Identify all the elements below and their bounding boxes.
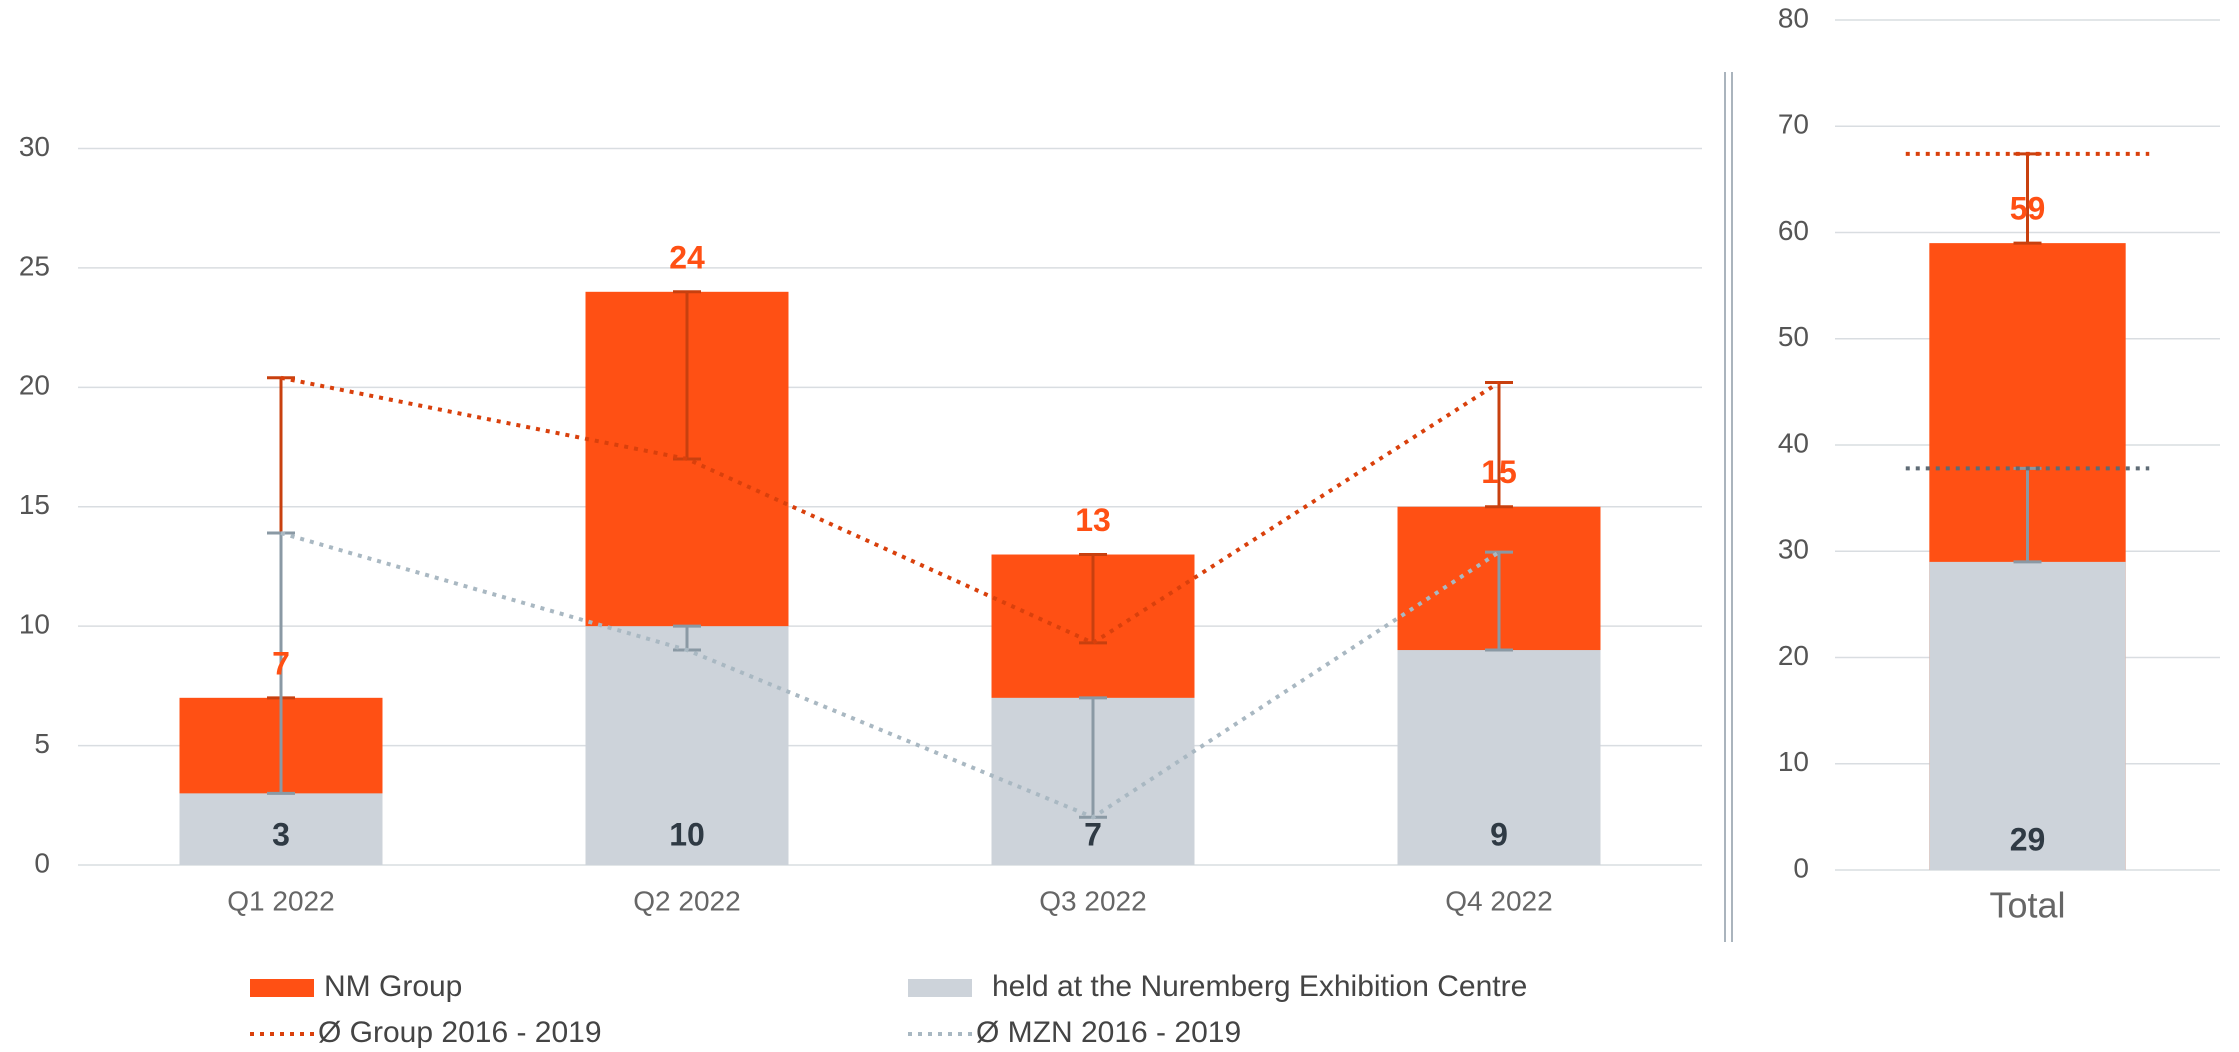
y-tick-label: 70	[1778, 109, 1809, 140]
data-label: 7	[272, 645, 290, 681]
y-tick-label: 10	[1778, 746, 1809, 777]
data-label: 24	[669, 239, 705, 275]
x-tick-label: Total	[1989, 885, 2065, 926]
y-tick-label: 80	[1778, 2, 1809, 33]
data-label: 29	[2010, 821, 2046, 857]
y-tick-label: 20	[19, 370, 50, 401]
x-tick-label: Q2 2022	[633, 885, 740, 916]
data-label: 7	[1084, 816, 1102, 852]
y-tick-label: 10	[19, 609, 50, 640]
legend-swatch	[908, 979, 972, 997]
average-line	[280, 531, 1501, 820]
data-label: 15	[1481, 454, 1517, 490]
legend-label: Ø MZN 2016 - 2019	[976, 1016, 1241, 1049]
legend-label: NM Group	[324, 970, 462, 1003]
data-label: 59	[2010, 191, 2046, 227]
y-tick-label: 25	[19, 250, 50, 281]
data-label: 10	[669, 816, 705, 852]
y-tick-label: 0	[1793, 852, 1809, 883]
data-label: 3	[272, 816, 290, 852]
bar	[179, 793, 383, 865]
y-tick-label: 15	[19, 489, 50, 520]
x-tick-label: Q3 2022	[1039, 885, 1146, 916]
y-tick-label: 0	[34, 847, 50, 878]
y-tick-label: 30	[19, 131, 50, 162]
x-tick-label: Q4 2022	[1445, 885, 1552, 916]
y-tick-label: 30	[1778, 534, 1809, 565]
data-label: 9	[1490, 816, 1508, 852]
bar	[585, 626, 789, 865]
bar	[1397, 650, 1601, 865]
x-tick-label: Q1 2022	[227, 885, 334, 916]
legend-label: Ø Group 2016 - 2019	[318, 1016, 602, 1049]
y-tick-label: 20	[1778, 640, 1809, 671]
y-tick-label: 5	[34, 728, 50, 759]
y-tick-label: 60	[1778, 215, 1809, 246]
bar	[1929, 561, 2126, 870]
y-tick-label: 50	[1778, 321, 1809, 352]
average-line	[280, 375, 1501, 646]
y-tick-label: 40	[1778, 427, 1809, 458]
legend-label: held at the Nuremberg Exhibition Centre	[992, 970, 1527, 1003]
data-label: 13	[1075, 502, 1111, 538]
legend-swatch	[250, 979, 314, 997]
